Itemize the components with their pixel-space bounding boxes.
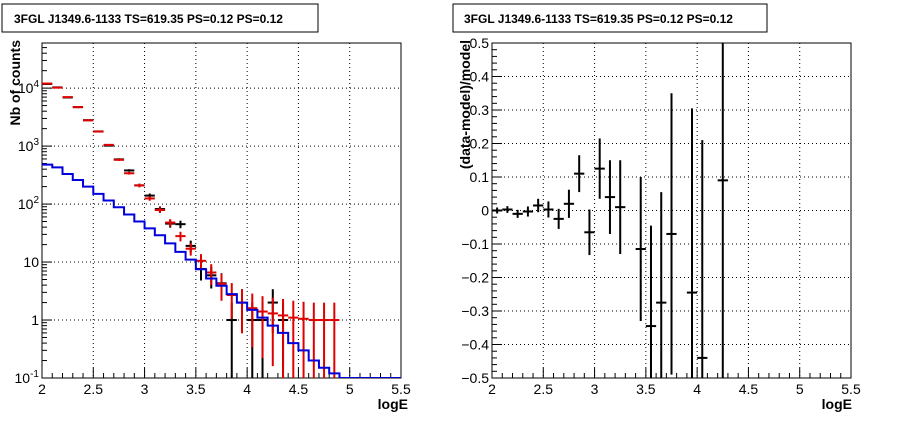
- y-tick-label: −0.3: [461, 303, 489, 319]
- y-tick-label: 102: [18, 195, 40, 212]
- y-tick-label: 10-1: [15, 369, 40, 386]
- x-tick-label: 3.5: [636, 381, 656, 397]
- y-tick-label: 0.3: [470, 102, 490, 118]
- chart-title-left: 3FGL J1349.6-1133 TS=619.35 PS=0.12 PS=0…: [14, 12, 283, 26]
- left-panel: 3FGL J1349.6-1133 TS=619.35 PS=0.12 PS=0…: [1, 3, 411, 412]
- x-tick-label: 5.5: [841, 381, 861, 397]
- x-tick-label: 2.5: [534, 381, 554, 397]
- y-tick-label: −0.2: [461, 270, 489, 286]
- chart-title-right: 3FGL J1349.6-1133 TS=619.35 PS=0.12 PS=0…: [464, 12, 733, 26]
- y-tick-label: −0.4: [461, 337, 489, 353]
- x-tick-label: 3: [591, 381, 599, 397]
- x-tick-label: 2: [488, 381, 496, 397]
- y-tick-label: −0.1: [461, 236, 489, 252]
- x-tick-label: 4.5: [739, 381, 759, 397]
- y-tick-label: 104: [18, 79, 40, 96]
- x-axis-title-left: logE: [378, 396, 408, 412]
- x-tick-label: 5: [796, 381, 804, 397]
- y-tick-label: 0.2: [470, 136, 490, 152]
- plot-area: [492, 43, 728, 378]
- y-axis-title-left: Nb of counts: [7, 40, 23, 126]
- y-axis-title-right: (data-model)/model: [457, 40, 473, 169]
- y-tick-label: 0.4: [470, 69, 490, 85]
- y-tick-label: 0.1: [470, 169, 490, 185]
- y-tick-label: −0.5: [461, 370, 489, 386]
- title-box-left: [1, 3, 319, 33]
- x-tick-label: 2: [38, 381, 46, 397]
- x-tick-label: 3.5: [186, 381, 206, 397]
- x-tick-label: 5: [346, 381, 354, 397]
- x-tick-label: 2.5: [84, 381, 104, 397]
- right-panel: 3FGL J1349.6-1133 TS=619.35 PS=0.12 PS=0…: [452, 3, 861, 412]
- x-tick-label: 5.5: [391, 381, 411, 397]
- plot-frame: [41, 42, 402, 379]
- y-tick-label: 1: [31, 312, 39, 328]
- x-tick-label: 3: [141, 381, 149, 397]
- x-tick-label: 4.5: [289, 381, 309, 397]
- x-tick-label: 4: [693, 381, 701, 397]
- x-axis-title-right: logE: [822, 396, 852, 412]
- y-tick-label: 0.5: [470, 35, 490, 51]
- background-step-line: [42, 163, 401, 378]
- title-box-right: [452, 3, 768, 33]
- x-tick-label: 4: [243, 381, 251, 397]
- y-tick-label: 103: [18, 137, 40, 154]
- y-tick-label: 10: [23, 254, 39, 270]
- y-tick-label: 0: [481, 203, 489, 219]
- plot-area: [42, 82, 401, 378]
